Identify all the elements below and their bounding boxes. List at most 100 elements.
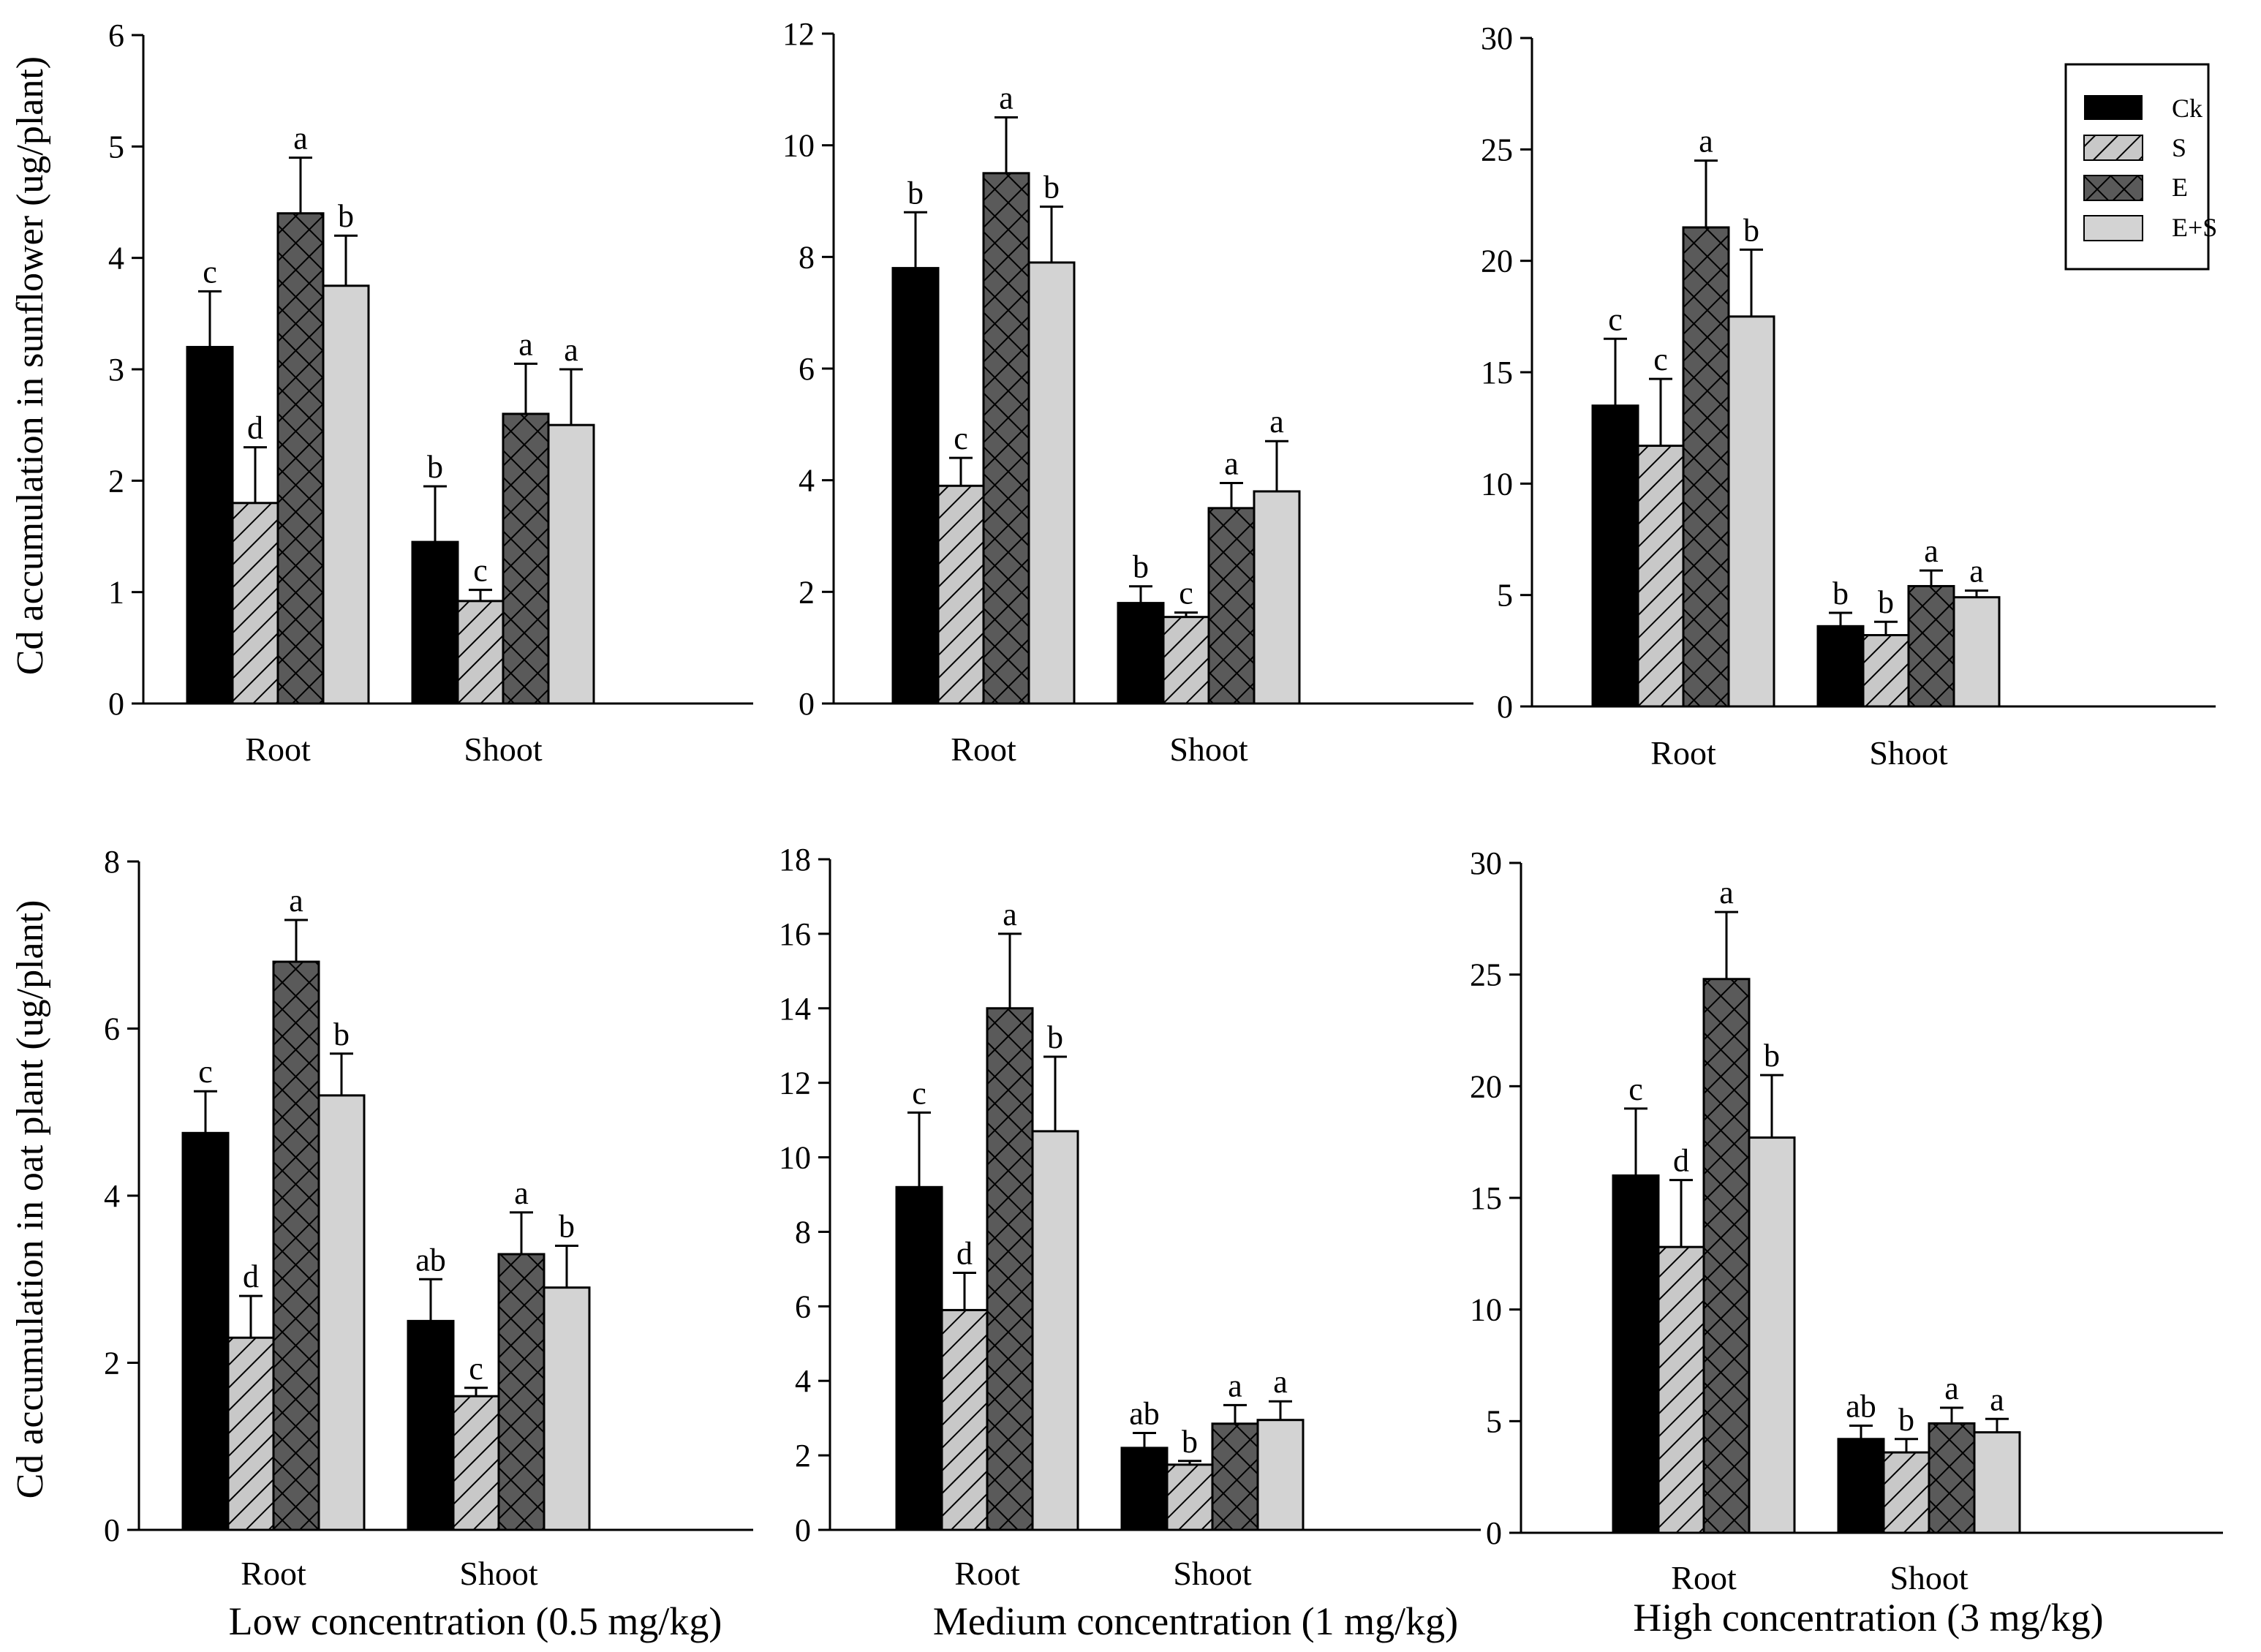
y-tick-label: 15 xyxy=(1470,1180,1502,1216)
bar-e-root xyxy=(276,212,325,705)
y-tick-label: 2 xyxy=(104,1346,120,1381)
y-tick-label: 8 xyxy=(104,844,120,880)
bar-es-root xyxy=(317,1094,366,1531)
significance-letter: a xyxy=(1228,1368,1242,1403)
significance-letter: b xyxy=(907,175,924,211)
significance-letter: c xyxy=(469,1351,483,1387)
y-tick-label: 25 xyxy=(1470,957,1502,993)
bar-e-root xyxy=(1682,226,1730,708)
significance-letter: a xyxy=(1269,404,1284,440)
bar-s-root xyxy=(227,1336,275,1531)
bar-e-root xyxy=(1702,978,1751,1534)
category-label-root: Root xyxy=(245,731,311,768)
bar-es-root xyxy=(1031,1130,1079,1531)
bar-s-shoot xyxy=(452,1395,500,1531)
y-tick-label: 4 xyxy=(104,1178,120,1214)
bar-s-root xyxy=(231,502,279,705)
y-tick-label: 25 xyxy=(1481,132,1513,167)
bar-s-shoot xyxy=(1162,616,1210,705)
bar-e-shoot xyxy=(1207,507,1256,705)
y-tick-label: 2 xyxy=(108,463,124,499)
legend-label-s: S xyxy=(2172,133,2186,162)
y-tick-label: 4 xyxy=(108,241,124,276)
y-tick-label: 15 xyxy=(1481,355,1513,391)
y-tick-label: 10 xyxy=(1470,1292,1502,1328)
ylabel-sunflower: Cd accumulation in sunflower (ug/plant) xyxy=(10,56,51,675)
legend-swatch-e xyxy=(2083,175,2143,201)
y-tick-label: 20 xyxy=(1470,1068,1502,1104)
bar-es-shoot xyxy=(543,1286,591,1531)
category-label-shoot: Shoot xyxy=(464,731,543,768)
bar-ck-root xyxy=(891,267,940,705)
significance-letter: ab xyxy=(1129,1396,1160,1432)
significance-letter: c xyxy=(1179,576,1193,611)
y-tick-label: 4 xyxy=(795,1363,811,1399)
y-tick-label: 5 xyxy=(108,129,124,165)
y-tick-label: 2 xyxy=(799,574,815,610)
y-tick-label: 0 xyxy=(795,1512,811,1548)
significance-letter: c xyxy=(954,420,968,456)
significance-letter: d xyxy=(1673,1143,1689,1179)
bar-e-shoot xyxy=(497,1253,546,1531)
legend-swatch-s xyxy=(2083,135,2143,161)
bar-ck-root xyxy=(1591,404,1639,708)
significance-letter: b xyxy=(559,1209,575,1245)
category-label-shoot: Shoot xyxy=(1173,1555,1252,1592)
bar-ck-shoot xyxy=(407,1319,455,1531)
bar-e-shoot xyxy=(1928,1422,1976,1534)
y-tick-label: 3 xyxy=(108,352,124,388)
y-tick-label: 8 xyxy=(799,239,815,275)
y-tick-label: 10 xyxy=(779,1140,811,1176)
bar-ck-root xyxy=(186,346,234,705)
legend-label-ck: Ck xyxy=(2172,94,2203,123)
legend: Ck S E E+S xyxy=(2064,63,2217,271)
significance-letter: b xyxy=(1764,1038,1780,1074)
y-tick-label: 0 xyxy=(108,686,124,722)
y-tick-label: 0 xyxy=(1497,689,1513,725)
y-tick-label: 8 xyxy=(795,1214,811,1250)
category-label-shoot: Shoot xyxy=(1869,734,1948,772)
bar-es-root xyxy=(322,284,370,705)
bar-e-shoot xyxy=(1211,1422,1259,1531)
bar-es-shoot xyxy=(547,423,595,705)
significance-letter: a xyxy=(1719,875,1734,910)
significance-letter: b xyxy=(333,1017,350,1052)
bar-e-root xyxy=(272,960,320,1531)
y-tick-label: 14 xyxy=(779,991,811,1027)
bar-es-shoot xyxy=(1253,490,1301,705)
bar-es-shoot xyxy=(1973,1431,2021,1534)
y-tick-label: 20 xyxy=(1481,244,1513,279)
bar-s-shoot xyxy=(1862,634,1910,708)
bar-e-shoot xyxy=(502,412,550,705)
y-tick-label: 6 xyxy=(795,1289,811,1324)
significance-letter: a xyxy=(1990,1381,2004,1417)
significance-letter: a xyxy=(293,121,308,156)
y-tick-label: 5 xyxy=(1486,1403,1502,1439)
y-tick-label: 6 xyxy=(104,1011,120,1047)
y-tick-label: 6 xyxy=(799,351,815,387)
bar-es-root xyxy=(1748,1136,1796,1534)
caption-medium: Medium concentration (1 mg/kg) xyxy=(933,1599,1458,1643)
significance-letter: a xyxy=(1273,1364,1288,1400)
significance-letter: b xyxy=(1878,584,1894,620)
y-tick-label: 1 xyxy=(108,575,124,611)
bar-ck-root xyxy=(181,1131,230,1531)
legend-swatch-ck xyxy=(2084,95,2143,120)
significance-letter: ab xyxy=(1846,1388,1876,1424)
y-tick-label: 18 xyxy=(779,842,811,878)
significance-letter: d xyxy=(956,1235,973,1271)
significance-letter: c xyxy=(203,254,217,290)
bar-es-shoot xyxy=(1952,596,2001,708)
bar-ck-shoot xyxy=(1837,1438,1885,1534)
bar-ck-shoot xyxy=(1120,1447,1169,1531)
bar-es-shoot xyxy=(1256,1419,1305,1531)
significance-letter: b xyxy=(1832,576,1849,611)
legend-label-e: E xyxy=(2172,173,2188,202)
y-tick-label: 0 xyxy=(1486,1515,1502,1551)
bar-ck-root xyxy=(895,1185,943,1531)
